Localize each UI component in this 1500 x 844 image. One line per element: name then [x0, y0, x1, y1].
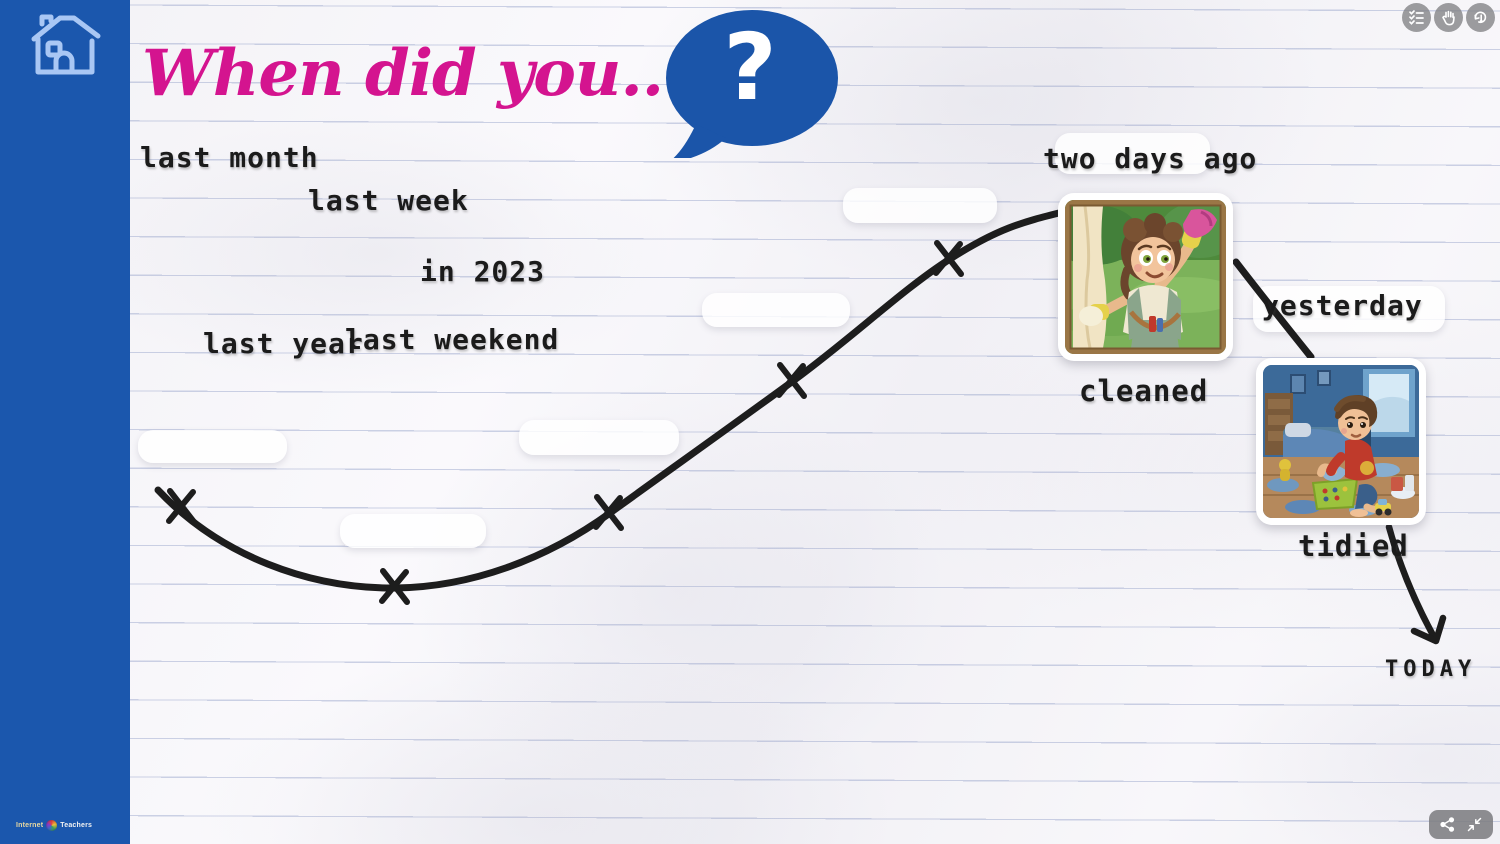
image-card-tidied[interactable]: [1256, 358, 1426, 525]
blank-slot-3[interactable]: [519, 420, 679, 455]
blank-slot-1[interactable]: [138, 430, 287, 463]
drag-hand-button[interactable]: [1434, 3, 1463, 32]
blank-slot-5[interactable]: [843, 188, 997, 223]
boy-tidying-bedroom-image: [1263, 365, 1419, 518]
blank-slot-2[interactable]: [340, 514, 486, 548]
label-cleaned: cleaned: [1079, 374, 1209, 408]
slot-two-days-ago[interactable]: [1055, 133, 1210, 174]
label-tidied: tidied: [1298, 529, 1409, 563]
label-two-days-ago[interactable]: two days ago: [1043, 142, 1258, 175]
checklist-button[interactable]: [1402, 3, 1431, 32]
image-card-cleaned[interactable]: [1058, 193, 1233, 361]
question-mark: ?: [723, 14, 777, 121]
label-last-year[interactable]: last year: [203, 327, 364, 360]
collapse-icon[interactable]: [1467, 817, 1482, 832]
hand-icon: [1441, 10, 1455, 26]
brand-logo-text-left: Internet: [16, 822, 44, 829]
question-bubble: ?: [660, 8, 840, 164]
brand-logo-text-right: Teachers: [60, 822, 93, 829]
left-sidebar: Internet Teachers: [0, 0, 130, 844]
girl-cleaning-window-image: [1065, 200, 1226, 354]
globe-icon: [46, 820, 58, 831]
tap-rotate-button[interactable]: [1466, 3, 1495, 32]
viewer-controls: [1402, 3, 1495, 32]
checklist-icon: [1409, 10, 1424, 25]
blank-slot-4[interactable]: [702, 293, 850, 327]
page-title: When did you...: [142, 36, 685, 111]
label-last-month[interactable]: last month: [140, 141, 319, 174]
label-yesterday[interactable]: yesterday: [1262, 289, 1423, 322]
label-last-weekend[interactable]: last weekend: [345, 323, 560, 356]
speech-bubble-shape: [666, 10, 838, 164]
label-in-2023[interactable]: in 2023: [420, 255, 546, 288]
share-collapse-bar: [1429, 810, 1493, 839]
brand-logo: Internet Teachers: [16, 820, 92, 831]
label-last-week[interactable]: last week: [308, 184, 469, 217]
home-icon[interactable]: [22, 10, 106, 80]
tap-rotate-icon: [1474, 11, 1487, 24]
label-today: TODAY: [1385, 657, 1477, 682]
share-icon[interactable]: [1440, 817, 1455, 832]
